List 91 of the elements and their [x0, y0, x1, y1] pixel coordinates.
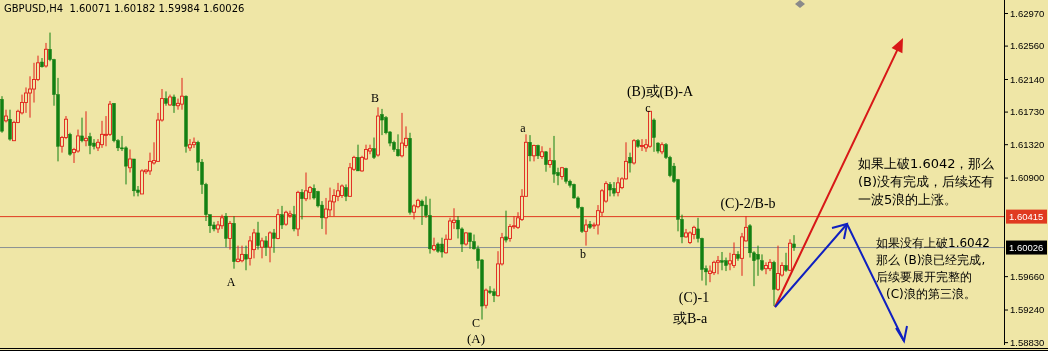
annotation: 如果没有上破1.6042那么 (B)浪已经完成,后续要展开完整的(C)浪的第三浪。	[876, 236, 990, 301]
candlestick	[300, 188, 304, 220]
candlestick	[256, 221, 260, 251]
ref-line-label: 1.60026	[1009, 241, 1044, 253]
annotation: A	[226, 275, 236, 289]
candlestick	[380, 108, 384, 136]
candlestick	[528, 134, 532, 162]
y-tick-label: 1.62560	[1010, 40, 1045, 52]
candlestick	[540, 145, 544, 160]
candlestick	[776, 245, 780, 292]
annotation: C	[471, 316, 481, 330]
candlestick	[756, 245, 760, 277]
annotation: c	[645, 101, 651, 115]
candlestick	[140, 168, 144, 195]
candlestick	[128, 148, 132, 173]
candlestick	[68, 132, 72, 157]
candlestick	[80, 117, 84, 143]
candlestick	[736, 250, 740, 262]
candlestick	[240, 245, 244, 263]
candlestick	[440, 237, 444, 259]
y-tick-label: 1.61730	[1010, 106, 1045, 118]
chart-title: GBPUSD,H4 1.60071 1.60182 1.59984 1.60026	[4, 3, 245, 14]
candlestick	[268, 230, 272, 263]
candlestick	[224, 212, 228, 248]
annotation: (C)-1	[678, 290, 710, 306]
candlestick	[588, 220, 592, 230]
candlestick	[732, 241, 736, 269]
candlestick	[164, 90, 168, 107]
candlestick	[764, 261, 768, 275]
candlestick	[504, 210, 508, 243]
candlestick	[228, 220, 232, 251]
candlestick	[628, 152, 632, 173]
candlestick	[720, 251, 724, 271]
candlestick	[100, 120, 104, 149]
candlestick	[728, 252, 732, 271]
candlestick	[492, 288, 496, 303]
candlestick	[432, 237, 436, 252]
candlestick	[236, 245, 240, 263]
candlestick	[172, 94, 176, 114]
candlestick	[548, 147, 552, 169]
candlestick	[584, 218, 588, 247]
annotation: (B)或(B)-A	[626, 84, 694, 100]
y-tick-label: 1.62140	[1010, 73, 1045, 85]
candlestick	[264, 235, 268, 257]
y-tick-label: 1.58830	[1010, 336, 1045, 348]
annotation: b	[580, 247, 586, 261]
candlestick	[372, 137, 376, 160]
candlestick	[616, 176, 620, 197]
candlestick	[304, 172, 308, 202]
candlestick	[276, 208, 280, 240]
candlestick	[652, 117, 656, 153]
candlestick	[552, 135, 556, 184]
candlestick	[400, 112, 404, 158]
y-tick-label: 1.59660	[1010, 270, 1045, 282]
annotation: (A)	[466, 331, 486, 346]
candlestick	[396, 133, 400, 158]
candlestick	[88, 132, 92, 155]
annotation: B	[370, 91, 380, 105]
annotation: (C)-2/B-b	[720, 196, 776, 212]
annotation: 或B-a	[672, 311, 708, 326]
candlestick	[188, 138, 192, 152]
candlestick	[8, 109, 12, 142]
candlestick	[356, 144, 360, 172]
candlestick	[260, 237, 264, 259]
candlestick	[180, 77, 184, 111]
candlestick	[784, 252, 788, 273]
candlestick	[292, 205, 296, 232]
y-tick-label: 1.61320	[1010, 139, 1045, 150]
candlestick	[632, 138, 636, 166]
y-tick-label: 1.59240	[1010, 304, 1045, 316]
candlestick	[280, 205, 284, 230]
candlestick	[708, 265, 712, 283]
annotation: a	[520, 121, 527, 135]
annotation: 如果上破1.6042，那么(B)没有完成，后续还有一波5浪的上涨。	[858, 156, 995, 207]
candlestick	[84, 110, 88, 147]
candlestick	[640, 138, 644, 152]
candlestick	[612, 181, 616, 197]
candlestick	[716, 255, 720, 275]
candlestick	[272, 228, 276, 254]
candlestick	[4, 109, 8, 123]
y-tick-label: 1.62970	[1010, 7, 1045, 19]
candlestick	[608, 181, 612, 197]
ref-line-label: 1.60415	[1009, 210, 1044, 222]
candlestick	[192, 137, 196, 149]
candlestick	[792, 234, 796, 252]
candlestick	[412, 203, 416, 220]
candlestick	[420, 199, 424, 226]
y-tick-label: 1.60900	[1010, 172, 1045, 184]
candlestick	[544, 150, 548, 173]
candlestick	[44, 42, 48, 69]
candlestick	[244, 245, 248, 271]
